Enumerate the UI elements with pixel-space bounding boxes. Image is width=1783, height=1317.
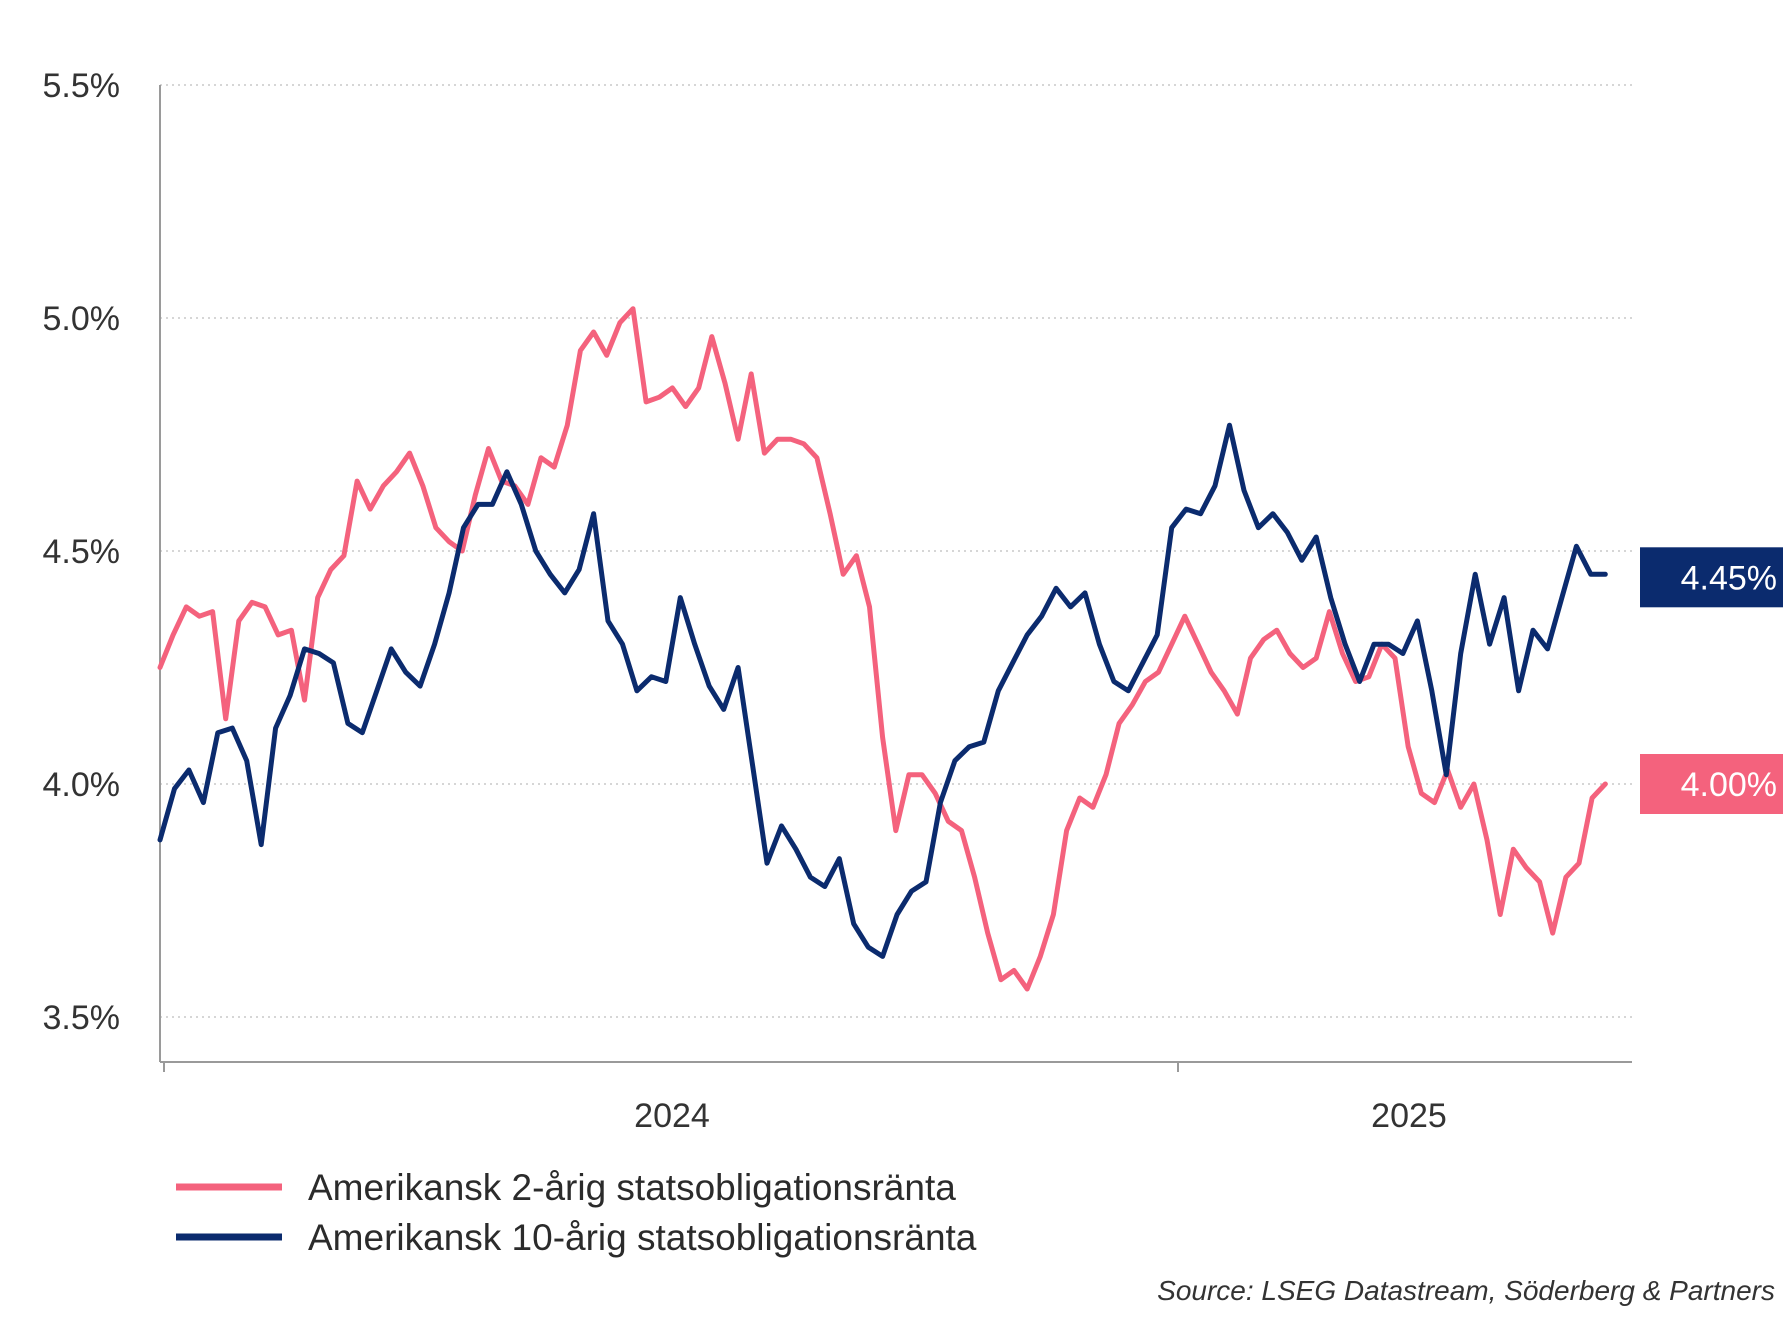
legend: Amerikansk 2-årig statsobligationsränta A… bbox=[176, 1167, 977, 1258]
y-tick-label: 5.0% bbox=[43, 300, 121, 338]
end-label-box bbox=[1640, 754, 1783, 814]
series-line-2y bbox=[157, 306, 1608, 992]
x-tick-label: 2025 bbox=[1371, 1097, 1447, 1135]
end-labels: 4.00% 4.45% bbox=[1640, 547, 1783, 814]
y-tick-label: 5.5% bbox=[43, 67, 121, 105]
end-label-10y: 4.45% bbox=[1640, 547, 1783, 608]
legend-label: Amerikansk 10-årig statsobligationsränta bbox=[308, 1217, 977, 1258]
y-tick-label: 4.0% bbox=[43, 766, 121, 804]
legend-label: Amerikansk 2-årig statsobligationsränta bbox=[308, 1167, 956, 1208]
y-tick-label: 3.5% bbox=[43, 999, 121, 1037]
y-tick-label: 4.5% bbox=[43, 533, 121, 571]
legend-item-2y: Amerikansk 2-årig statsobligationsränta bbox=[176, 1167, 956, 1208]
end-label-box bbox=[1640, 547, 1783, 608]
end-label-text: 4.00% bbox=[1681, 766, 1777, 804]
source-note: Source: LSEG Datastream, Söderberg & Par… bbox=[1157, 1275, 1775, 1306]
end-label-2y: 4.00% bbox=[1640, 754, 1783, 814]
legend-item-10y: Amerikansk 10-årig statsobligationsränta bbox=[176, 1217, 977, 1258]
x-tick-label: 2024 bbox=[634, 1097, 710, 1135]
x-tick-labels: 2024 2025 bbox=[634, 1097, 1447, 1135]
y-tick-labels: 3.5% 4.0% 4.5% 5.0% 5.5% bbox=[43, 67, 121, 1037]
series-line-10y bbox=[157, 422, 1608, 959]
end-label-text: 4.45% bbox=[1681, 559, 1777, 597]
axes bbox=[159, 85, 1632, 1072]
grid-lines bbox=[160, 84, 1632, 1018]
series-lines bbox=[157, 306, 1608, 992]
